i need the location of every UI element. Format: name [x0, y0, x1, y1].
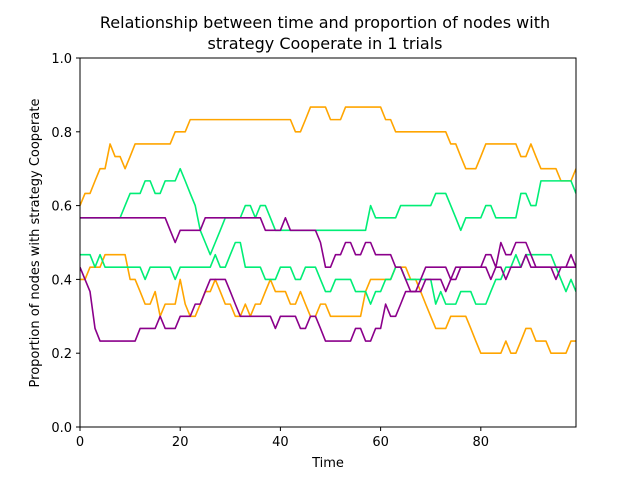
series-line-4 — [80, 241, 576, 305]
y-tick-label: 0.2 — [51, 347, 72, 362]
axes-frame — [79, 57, 577, 428]
chart-title-line1: Relationship between time and proportion… — [100, 13, 550, 32]
x-tick-label: 40 — [272, 435, 289, 450]
x-tick-label: 20 — [172, 435, 189, 450]
series-line-5 — [80, 241, 576, 342]
y-tick-label: 0.0 — [51, 421, 72, 436]
x-tick-label: 60 — [372, 435, 389, 450]
x-tick-label: 0 — [76, 435, 84, 450]
series-line-1 — [80, 106, 576, 206]
x-tick-label: 80 — [473, 435, 490, 450]
series-line-2 — [80, 253, 576, 354]
chart-title-line2: strategy Cooperate in 1 trials — [208, 34, 443, 53]
x-axis-label: Time — [311, 456, 344, 471]
y-tick-label: 0.8 — [51, 126, 72, 141]
y-axis-label: Proportion of nodes with strategy Cooper… — [28, 99, 43, 388]
plot-area: 0 20 40 60 80 0.0 0.2 0.4 0.6 0.8 1.0 — [51, 52, 577, 450]
y-tick-label: 0.6 — [51, 200, 72, 215]
series-line-3 — [80, 167, 576, 256]
y-tick-label: 1.0 — [51, 52, 72, 67]
series-line-6 — [80, 216, 576, 293]
y-tick-label: 0.4 — [51, 273, 72, 288]
